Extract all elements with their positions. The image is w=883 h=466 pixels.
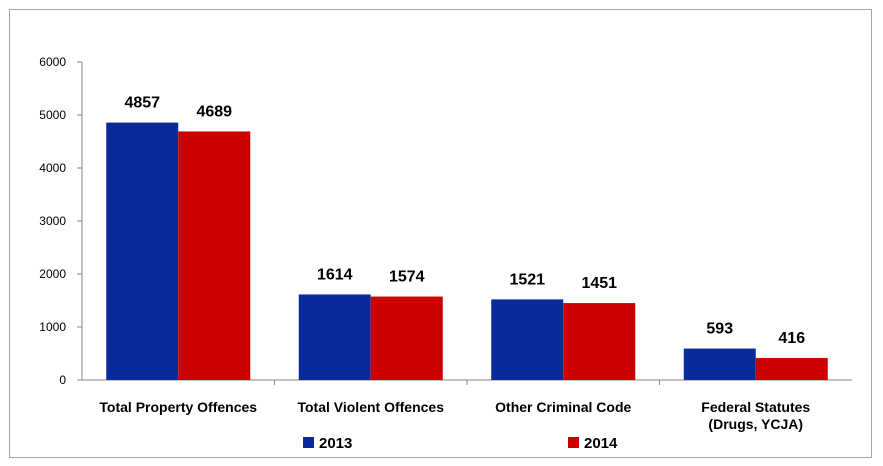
legend-label-2013: 2013 [319, 435, 352, 452]
y-tick-label: 2000 [39, 267, 66, 281]
data-label: 593 [706, 321, 733, 338]
data-label: 4689 [196, 103, 232, 120]
y-tick-label: 6000 [39, 55, 66, 69]
data-label: 1521 [509, 271, 545, 288]
y-tick-label: 4000 [39, 161, 66, 175]
data-label: 1451 [581, 275, 617, 292]
legend: 2013 2014 [303, 435, 618, 452]
bar-2013 [298, 294, 371, 380]
data-label: 1614 [317, 266, 353, 283]
legend-swatch-2013 [303, 437, 314, 448]
bar-2013 [491, 299, 564, 380]
x-category-label: Total Violent Offences [297, 399, 444, 415]
data-label: 4857 [124, 95, 160, 112]
bar-2014 [563, 303, 636, 380]
y-tick-label: 1000 [39, 320, 66, 334]
bar-2013 [683, 348, 756, 380]
bar-2014 [178, 131, 251, 380]
x-axis: Total Property Offences Total Violent Off… [82, 379, 852, 432]
y-tick-label: 5000 [39, 108, 66, 122]
data-labels: 4857 4689 1614 1574 1521 1451 593 416 [124, 95, 805, 347]
bar-2014 [370, 296, 443, 380]
bars [106, 122, 828, 380]
legend-label-2014: 2014 [584, 435, 618, 452]
bar-2014 [755, 357, 828, 380]
bar-2013 [106, 122, 179, 380]
legend-swatch-2014 [568, 437, 579, 448]
data-label: 416 [778, 330, 805, 347]
x-category-label: Total Property Offences [99, 399, 257, 415]
x-category-label: Other Criminal Code [495, 399, 631, 415]
y-tick-label: 0 [59, 373, 66, 387]
data-label: 1574 [389, 269, 425, 286]
y-tick-label: 3000 [39, 214, 66, 228]
y-axis: 0 1000 2000 3000 4000 5000 6000 [39, 55, 83, 387]
x-category-label: (Drugs, YCJA) [708, 416, 803, 432]
x-category-label: Federal Statutes [701, 399, 810, 415]
